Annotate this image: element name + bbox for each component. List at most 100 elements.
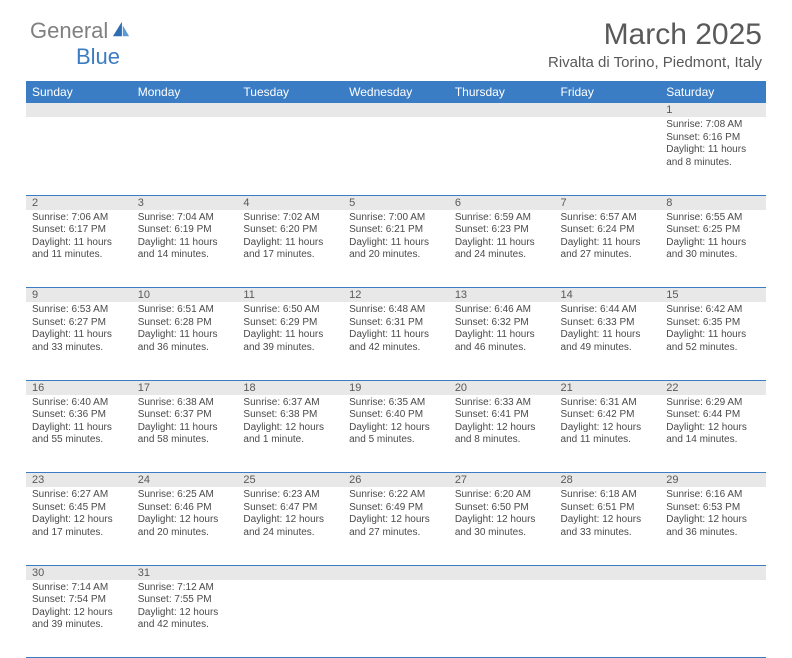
daylight-text: Daylight: 12 hours and 39 minutes. (32, 607, 126, 632)
sunrise-text: Sunrise: 6:25 AM (138, 489, 232, 502)
day-number (237, 103, 343, 117)
sunset-text: Sunset: 6:40 PM (349, 409, 443, 422)
sunset-text: Sunset: 6:49 PM (349, 502, 443, 515)
sunrise-text: Sunrise: 6:44 AM (561, 304, 655, 317)
sunrise-text: Sunrise: 6:31 AM (561, 397, 655, 410)
daylight-text: Daylight: 11 hours and 24 minutes. (455, 237, 549, 262)
day-number: 12 (343, 288, 449, 303)
sunrise-text: Sunrise: 7:14 AM (32, 582, 126, 595)
sunset-text: Sunset: 6:32 PM (455, 317, 549, 330)
day-header: Monday (132, 81, 238, 103)
location: Rivalta di Torino, Piedmont, Italy (548, 54, 762, 71)
sunset-text: Sunset: 6:28 PM (138, 317, 232, 330)
sunrise-text: Sunrise: 6:35 AM (349, 397, 443, 410)
page-header: GeneralBlue March 2025 Rivalta di Torino… (0, 0, 792, 77)
sunset-text: Sunset: 6:33 PM (561, 317, 655, 330)
week-row: Sunrise: 6:53 AMSunset: 6:27 PM Daylight:… (26, 302, 766, 380)
sunrise-text: Sunrise: 6:53 AM (32, 304, 126, 317)
sunset-text: Sunset: 6:19 PM (138, 224, 232, 237)
day-header-row: Sunday Monday Tuesday Wednesday Thursday… (26, 81, 766, 103)
day-cell: Sunrise: 6:59 AMSunset: 6:23 PMDaylight:… (449, 210, 555, 288)
sunset-text: Sunset: 6:36 PM (32, 409, 126, 422)
day-cell (237, 117, 343, 195)
sunrise-text: Sunrise: 6:16 AM (666, 489, 760, 502)
daylight-text: Daylight: 11 hours and 17 minutes. (243, 237, 337, 262)
day-header: Thursday (449, 81, 555, 103)
day-number-row: 23242526272829 (26, 473, 766, 488)
sunrise-text: Sunrise: 6:55 AM (666, 212, 760, 225)
day-cell: Sunrise: 7:04 AMSunset: 6:19 PMDaylight:… (132, 210, 238, 288)
day-cell: Sunrise: 6:46 AMSunset: 6:32 PMDaylight:… (449, 302, 555, 380)
sunrise-text: Sunrise: 6:59 AM (455, 212, 549, 225)
day-number: 20 (449, 380, 555, 395)
day-cell: Sunrise: 6:35 AMSunset: 6:40 PMDaylight:… (343, 395, 449, 473)
sunset-text: Sunset: 6:25 PM (666, 224, 760, 237)
sunrise-text: Sunrise: 6:23 AM (243, 489, 337, 502)
day-number: 27 (449, 473, 555, 488)
sunset-text: Sunset: 6:53 PM (666, 502, 760, 515)
daylight-text: Daylight: 11 hours and 20 minutes. (349, 237, 443, 262)
day-cell: Sunrise: 6:50 AMSunset: 6:29 PMDaylight:… (237, 302, 343, 380)
day-cell: Sunrise: 6:18 AMSunset: 6:51 PMDaylight:… (555, 487, 661, 565)
sunset-text: Sunset: 6:17 PM (32, 224, 126, 237)
day-header: Friday (555, 81, 661, 103)
daylight-text: Daylight: 11 hours and 52 minutes. (666, 329, 760, 354)
day-cell (555, 117, 661, 195)
sunrise-text: Sunrise: 6:42 AM (666, 304, 760, 317)
day-header: Tuesday (237, 81, 343, 103)
sunset-text: Sunset: 6:35 PM (666, 317, 760, 330)
title-block: March 2025 Rivalta di Torino, Piedmont, … (548, 18, 762, 71)
day-number (660, 565, 766, 580)
day-cell (237, 580, 343, 658)
daylight-text: Daylight: 11 hours and 49 minutes. (561, 329, 655, 354)
day-cell: Sunrise: 6:16 AMSunset: 6:53 PMDaylight:… (660, 487, 766, 565)
sunset-text: Sunset: 6:27 PM (32, 317, 126, 330)
day-number (555, 103, 661, 117)
day-cell (449, 580, 555, 658)
day-number: 14 (555, 288, 661, 303)
day-number: 29 (660, 473, 766, 488)
sunrise-text: Sunrise: 6:38 AM (138, 397, 232, 410)
day-number: 31 (132, 565, 238, 580)
sunset-text: Sunset: 7:55 PM (138, 594, 232, 607)
day-cell: Sunrise: 6:38 AMSunset: 6:37 PMDaylight:… (132, 395, 238, 473)
day-number: 11 (237, 288, 343, 303)
day-number: 10 (132, 288, 238, 303)
sunset-text: Sunset: 6:23 PM (455, 224, 549, 237)
day-number: 25 (237, 473, 343, 488)
sunrise-text: Sunrise: 6:51 AM (138, 304, 232, 317)
day-number: 15 (660, 288, 766, 303)
day-cell (343, 580, 449, 658)
daylight-text: Daylight: 11 hours and 8 minutes. (666, 144, 760, 169)
daylight-text: Daylight: 11 hours and 46 minutes. (455, 329, 549, 354)
day-number: 26 (343, 473, 449, 488)
sunset-text: Sunset: 6:44 PM (666, 409, 760, 422)
day-number: 9 (26, 288, 132, 303)
daylight-text: Daylight: 12 hours and 33 minutes. (561, 514, 655, 539)
sunset-text: Sunset: 6:51 PM (561, 502, 655, 515)
day-cell: Sunrise: 7:08 AMSunset: 6:16 PMDaylight:… (660, 117, 766, 195)
day-cell (132, 117, 238, 195)
day-cell: Sunrise: 7:14 AMSunset: 7:54 PMDaylight:… (26, 580, 132, 658)
sunset-text: Sunset: 6:31 PM (349, 317, 443, 330)
day-cell: Sunrise: 7:06 AMSunset: 6:17 PMDaylight:… (26, 210, 132, 288)
daylight-text: Daylight: 11 hours and 55 minutes. (32, 422, 126, 447)
sunset-text: Sunset: 6:20 PM (243, 224, 337, 237)
day-number: 19 (343, 380, 449, 395)
day-number: 30 (26, 565, 132, 580)
daylight-text: Daylight: 11 hours and 14 minutes. (138, 237, 232, 262)
day-cell: Sunrise: 6:23 AMSunset: 6:47 PMDaylight:… (237, 487, 343, 565)
day-cell: Sunrise: 6:37 AMSunset: 6:38 PMDaylight:… (237, 395, 343, 473)
day-cell: Sunrise: 6:42 AMSunset: 6:35 PMDaylight:… (660, 302, 766, 380)
week-row: Sunrise: 6:27 AMSunset: 6:45 PMDaylight:… (26, 487, 766, 565)
daylight-text: Daylight: 12 hours and 17 minutes. (32, 514, 126, 539)
sunrise-text: Sunrise: 6:18 AM (561, 489, 655, 502)
day-header: Wednesday (343, 81, 449, 103)
day-number: 21 (555, 380, 661, 395)
sunrise-text: Sunrise: 6:40 AM (32, 397, 126, 410)
daylight-text: Daylight: 11 hours and 39 minutes. (243, 329, 337, 354)
day-number-row: 3031 (26, 565, 766, 580)
calendar-table: Sunday Monday Tuesday Wednesday Thursday… (26, 81, 766, 658)
day-number: 18 (237, 380, 343, 395)
week-row: Sunrise: 7:08 AMSunset: 6:16 PMDaylight:… (26, 117, 766, 195)
